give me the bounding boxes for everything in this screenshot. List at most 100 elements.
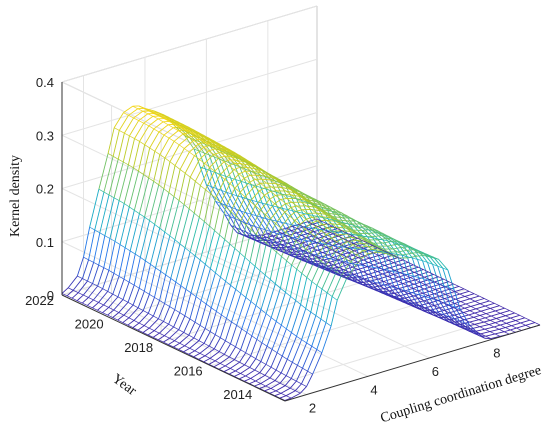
surface-mesh-line xyxy=(449,300,455,304)
surface-mesh-line xyxy=(295,240,302,246)
surface-mesh-line xyxy=(388,236,395,240)
surface-mesh-line xyxy=(114,127,120,131)
surface-mesh-line xyxy=(463,310,470,313)
surface-mesh-line xyxy=(249,358,257,368)
surface-mesh-line xyxy=(264,176,272,191)
surface-mesh-line xyxy=(286,227,292,231)
surface-mesh-line xyxy=(199,159,205,164)
surface-mesh-line xyxy=(341,223,348,228)
surface-mesh-line xyxy=(76,294,84,301)
surface-mesh-line xyxy=(180,285,187,290)
surface-mesh-line xyxy=(277,206,283,209)
surface-mesh-line xyxy=(326,213,332,218)
surface-mesh-line xyxy=(367,232,377,235)
surface-mesh-line xyxy=(397,251,403,256)
surface-mesh-line xyxy=(117,296,124,300)
surface-mesh-line xyxy=(88,229,96,260)
surface-mesh-line xyxy=(301,253,312,274)
surface-mesh-line xyxy=(316,349,323,354)
surface-mesh-line xyxy=(189,129,196,133)
surface-mesh-line xyxy=(388,271,394,275)
surface-mesh-line xyxy=(326,247,333,251)
surface-mesh-line xyxy=(412,249,419,253)
surface-mesh-line xyxy=(269,251,277,280)
surface-mesh-line xyxy=(209,225,215,231)
surface-mesh-line xyxy=(173,119,179,123)
grid-line xyxy=(83,288,307,396)
surface-mesh-line xyxy=(97,304,104,311)
surface-mesh-line xyxy=(498,329,505,333)
surface-mesh-line xyxy=(238,173,245,179)
surface-mesh-line xyxy=(469,321,475,325)
surface-mesh-line xyxy=(485,305,491,309)
surface-mesh-line xyxy=(275,183,286,187)
surface-mesh-line xyxy=(245,266,256,298)
surface-mesh-line xyxy=(204,142,210,146)
surface-mesh-line xyxy=(254,186,260,192)
surface-mesh-line xyxy=(260,383,266,387)
surface-mesh-line xyxy=(309,226,317,233)
surface-mesh-line xyxy=(189,137,196,141)
surface-mesh-line xyxy=(505,327,511,331)
surface-mesh-line xyxy=(218,143,225,147)
surface-mesh-line xyxy=(284,211,290,217)
surface-mesh-line xyxy=(347,233,353,237)
surface-mesh-line xyxy=(348,252,354,256)
surface-mesh-line xyxy=(316,201,322,206)
surface-mesh-line xyxy=(281,256,287,262)
surface-mesh-line xyxy=(419,271,429,276)
surface-mesh-line xyxy=(164,115,170,119)
surface-mesh-line xyxy=(240,349,246,354)
surface-mesh-line xyxy=(392,241,399,245)
surface-mesh-line xyxy=(291,378,297,382)
surface-mesh-line xyxy=(357,259,364,263)
surface-mesh-line xyxy=(310,311,317,316)
surface-mesh-line xyxy=(229,183,236,189)
surface-mesh-line xyxy=(315,315,322,320)
surface-mesh-line xyxy=(316,242,322,246)
surface-mesh-line xyxy=(215,201,226,215)
surface-mesh-line xyxy=(259,364,267,374)
surface-mesh-line xyxy=(289,189,296,194)
surface-mesh-line xyxy=(250,301,257,306)
surface-mesh-line xyxy=(215,239,226,273)
surface-mesh-line xyxy=(264,190,271,196)
surface-mesh-line xyxy=(387,240,394,243)
surface-mesh-line xyxy=(459,317,465,321)
surface-mesh-line xyxy=(417,290,424,294)
surface-mesh-line xyxy=(432,264,438,267)
surface-mesh-line xyxy=(408,274,414,277)
surface-mesh-line xyxy=(92,307,98,311)
surface-mesh-line xyxy=(444,298,450,302)
surface-mesh-line xyxy=(297,228,303,232)
surface-mesh-line xyxy=(234,218,241,222)
surface-mesh-line xyxy=(261,342,268,347)
surface-mesh-line xyxy=(336,226,346,229)
surface-mesh-line xyxy=(285,232,291,237)
surface-mesh-line xyxy=(188,135,195,138)
surface-mesh-line xyxy=(342,250,349,254)
surface-mesh-line xyxy=(345,251,353,259)
surface-mesh-line xyxy=(275,385,286,392)
surface-mesh-line xyxy=(444,303,455,320)
surface-mesh-line xyxy=(168,309,176,325)
surface-mesh-line xyxy=(178,315,186,330)
surface-mesh-line xyxy=(377,267,385,285)
surface-mesh-line xyxy=(174,120,180,124)
surface-mesh-line xyxy=(149,184,160,221)
surface-mesh-line xyxy=(184,148,190,153)
surface-mesh-line xyxy=(199,352,206,357)
surface-mesh-line xyxy=(254,172,261,176)
surface-mesh-line xyxy=(113,197,120,201)
surface-mesh-line xyxy=(348,274,359,284)
surface-mesh-line xyxy=(170,278,177,283)
surface-mesh-line xyxy=(437,266,445,286)
surface-mesh-line xyxy=(434,281,440,285)
surface-mesh-line xyxy=(249,224,257,237)
surface-mesh-line xyxy=(460,323,466,327)
surface-mesh-line xyxy=(417,259,423,262)
surface-mesh-line xyxy=(491,312,501,317)
surface-mesh-line xyxy=(154,297,160,301)
surface-mesh-line xyxy=(279,260,287,289)
surface-mesh-line xyxy=(349,248,355,252)
